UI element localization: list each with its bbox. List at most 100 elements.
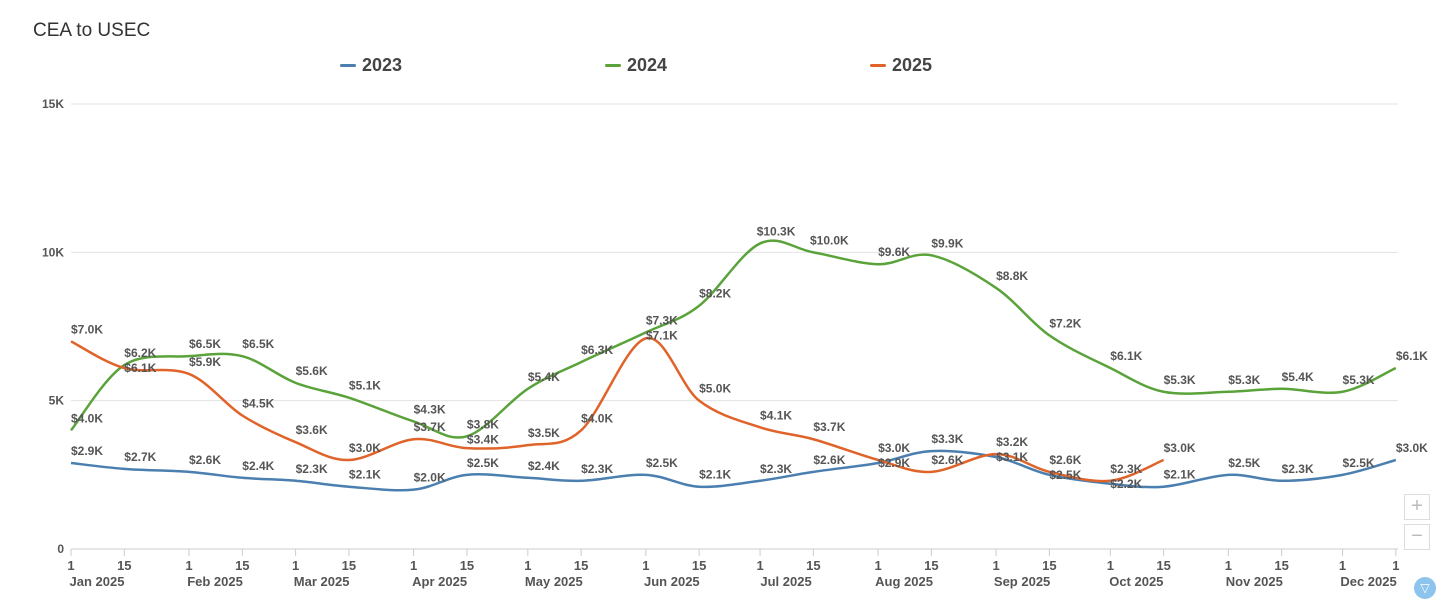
data-label-2023: $2.5K — [467, 456, 499, 470]
zoom-out-button[interactable]: − — [1404, 524, 1430, 550]
x-tick-label: 15 — [342, 558, 356, 573]
data-label-2024: $4.0K — [71, 411, 103, 425]
data-label-2023: $2.2K — [1110, 477, 1142, 491]
data-label-2023: $2.5K — [1049, 468, 1081, 482]
x-tick-label: 15 — [1274, 558, 1288, 573]
data-label-2025: $4.1K — [760, 408, 792, 422]
data-label-2024: $6.5K — [242, 337, 274, 351]
legend-item-2024[interactable]: 2024 — [605, 55, 667, 76]
zoom-in-button[interactable]: + — [1404, 494, 1430, 520]
data-label-2023: $2.4K — [528, 459, 560, 473]
x-tick-label: 1 — [874, 558, 881, 573]
x-tick-label: 15 — [806, 558, 820, 573]
data-label-2023: $2.5K — [646, 456, 678, 470]
data-label-2025: $3.5K — [528, 426, 560, 440]
x-tick-label: 15 — [924, 558, 938, 573]
data-label-2025: $4.0K — [581, 411, 613, 425]
y-tick-label: 15K — [42, 97, 64, 111]
x-tick-label: 1 — [292, 558, 299, 573]
data-label-2024: $6.1K — [1396, 349, 1428, 363]
data-label-2023: $3.0K — [1396, 441, 1428, 455]
data-label-2024: $8.2K — [699, 287, 731, 301]
data-label-2023: $2.3K — [296, 462, 328, 476]
x-tick-label: 15 — [1156, 558, 1170, 573]
data-label-2025: $3.7K — [813, 420, 845, 434]
x-month-label: May 2025 — [525, 574, 583, 589]
data-label-2025: $6.1K — [124, 361, 156, 375]
data-label-2023: $2.5K — [1343, 456, 1375, 470]
data-label-2023: $2.0K — [414, 471, 446, 485]
legend-item-2025[interactable]: 2025 — [870, 55, 932, 76]
data-label-2025: $2.3K — [1110, 462, 1142, 476]
data-label-2025: $3.6K — [296, 423, 328, 437]
series-line-2023 — [70, 449, 1397, 492]
x-tick-label: 15 — [1042, 558, 1056, 573]
data-label-2025: $2.6K — [1049, 453, 1081, 467]
data-label-2025: $4.5K — [242, 397, 274, 411]
data-label-2023: $2.3K — [581, 462, 613, 476]
data-label-2023: $2.4K — [242, 459, 274, 473]
data-label-2024: $4.3K — [414, 402, 446, 416]
data-label-2025: $3.4K — [467, 432, 499, 446]
x-month-label: Jun 2025 — [644, 574, 700, 589]
data-label-2023: $2.5K — [1228, 456, 1260, 470]
data-label-2024: $5.6K — [296, 364, 328, 378]
data-label-2025: $3.2K — [996, 435, 1028, 449]
data-label-2025: $3.0K — [349, 441, 381, 455]
legend-item-2023[interactable]: 2023 — [340, 55, 402, 76]
legend-swatch — [605, 64, 621, 67]
data-label-2023: $2.6K — [189, 453, 221, 467]
data-label-2023: $3.1K — [996, 450, 1028, 464]
y-tick-label: 10K — [42, 245, 64, 259]
data-label-2023: $2.1K — [699, 468, 731, 482]
data-label-2024: $6.5K — [189, 337, 221, 351]
legend-label: 2025 — [892, 55, 933, 75]
data-label-2025: $5.0K — [699, 382, 731, 396]
x-month-label: Dec 2025 — [1340, 574, 1396, 589]
data-label-2025: $7.1K — [646, 328, 678, 342]
data-label-2023: $2.3K — [1282, 462, 1314, 476]
x-month-label: Jan 2025 — [70, 574, 125, 589]
data-label-2023: $3.3K — [931, 432, 963, 446]
x-month-label: Mar 2025 — [294, 574, 350, 589]
x-tick-label: 1 — [1107, 558, 1114, 573]
data-label-2023: $2.6K — [813, 453, 845, 467]
legend-label: 2023 — [362, 55, 403, 75]
data-label-2025: $2.6K — [931, 453, 963, 467]
data-label-2023: $2.7K — [124, 450, 156, 464]
x-tick-label: 1 — [185, 558, 192, 573]
data-label-2024: $5.4K — [528, 370, 560, 384]
data-label-2023: $2.1K — [349, 468, 381, 482]
legend-swatch — [870, 64, 886, 67]
x-month-label: Apr 2025 — [412, 574, 467, 589]
data-label-2024: $10.3K — [757, 224, 796, 238]
data-label-2024: $9.6K — [878, 245, 910, 259]
data-label-2025: $3.0K — [878, 441, 910, 455]
x-tick-label: 1 — [756, 558, 763, 573]
legend-swatch — [340, 64, 356, 67]
x-tick-label: 1 — [1339, 558, 1346, 573]
data-label-2025: $7.0K — [71, 322, 103, 336]
x-tick-label: 1 — [1392, 558, 1399, 573]
data-label-2024: $7.2K — [1049, 316, 1081, 330]
data-label-2025: $3.7K — [414, 420, 446, 434]
data-label-2024: $6.3K — [581, 343, 613, 357]
data-label-2025: $5.9K — [189, 355, 221, 369]
data-label-2024: $6.1K — [1110, 349, 1142, 363]
x-tick-label: 1 — [67, 558, 74, 573]
data-label-2023: $2.9K — [878, 456, 910, 470]
x-tick-label: 1 — [1225, 558, 1232, 573]
data-label-2024: $5.4K — [1282, 370, 1314, 384]
filter-icon[interactable]: ▽ — [1414, 577, 1436, 599]
x-month-label: Nov 2025 — [1226, 574, 1283, 589]
y-tick-label: 5K — [49, 394, 65, 408]
data-label-2023: $2.1K — [1164, 468, 1196, 482]
x-month-label: Feb 2025 — [187, 574, 243, 589]
x-tick-label: 1 — [410, 558, 417, 573]
data-label-2025: $3.0K — [1164, 441, 1196, 455]
x-month-label: Sep 2025 — [994, 574, 1050, 589]
x-month-label: Jul 2025 — [760, 574, 811, 589]
x-tick-label: 1 — [524, 558, 531, 573]
data-label-2023: $2.9K — [71, 444, 103, 458]
